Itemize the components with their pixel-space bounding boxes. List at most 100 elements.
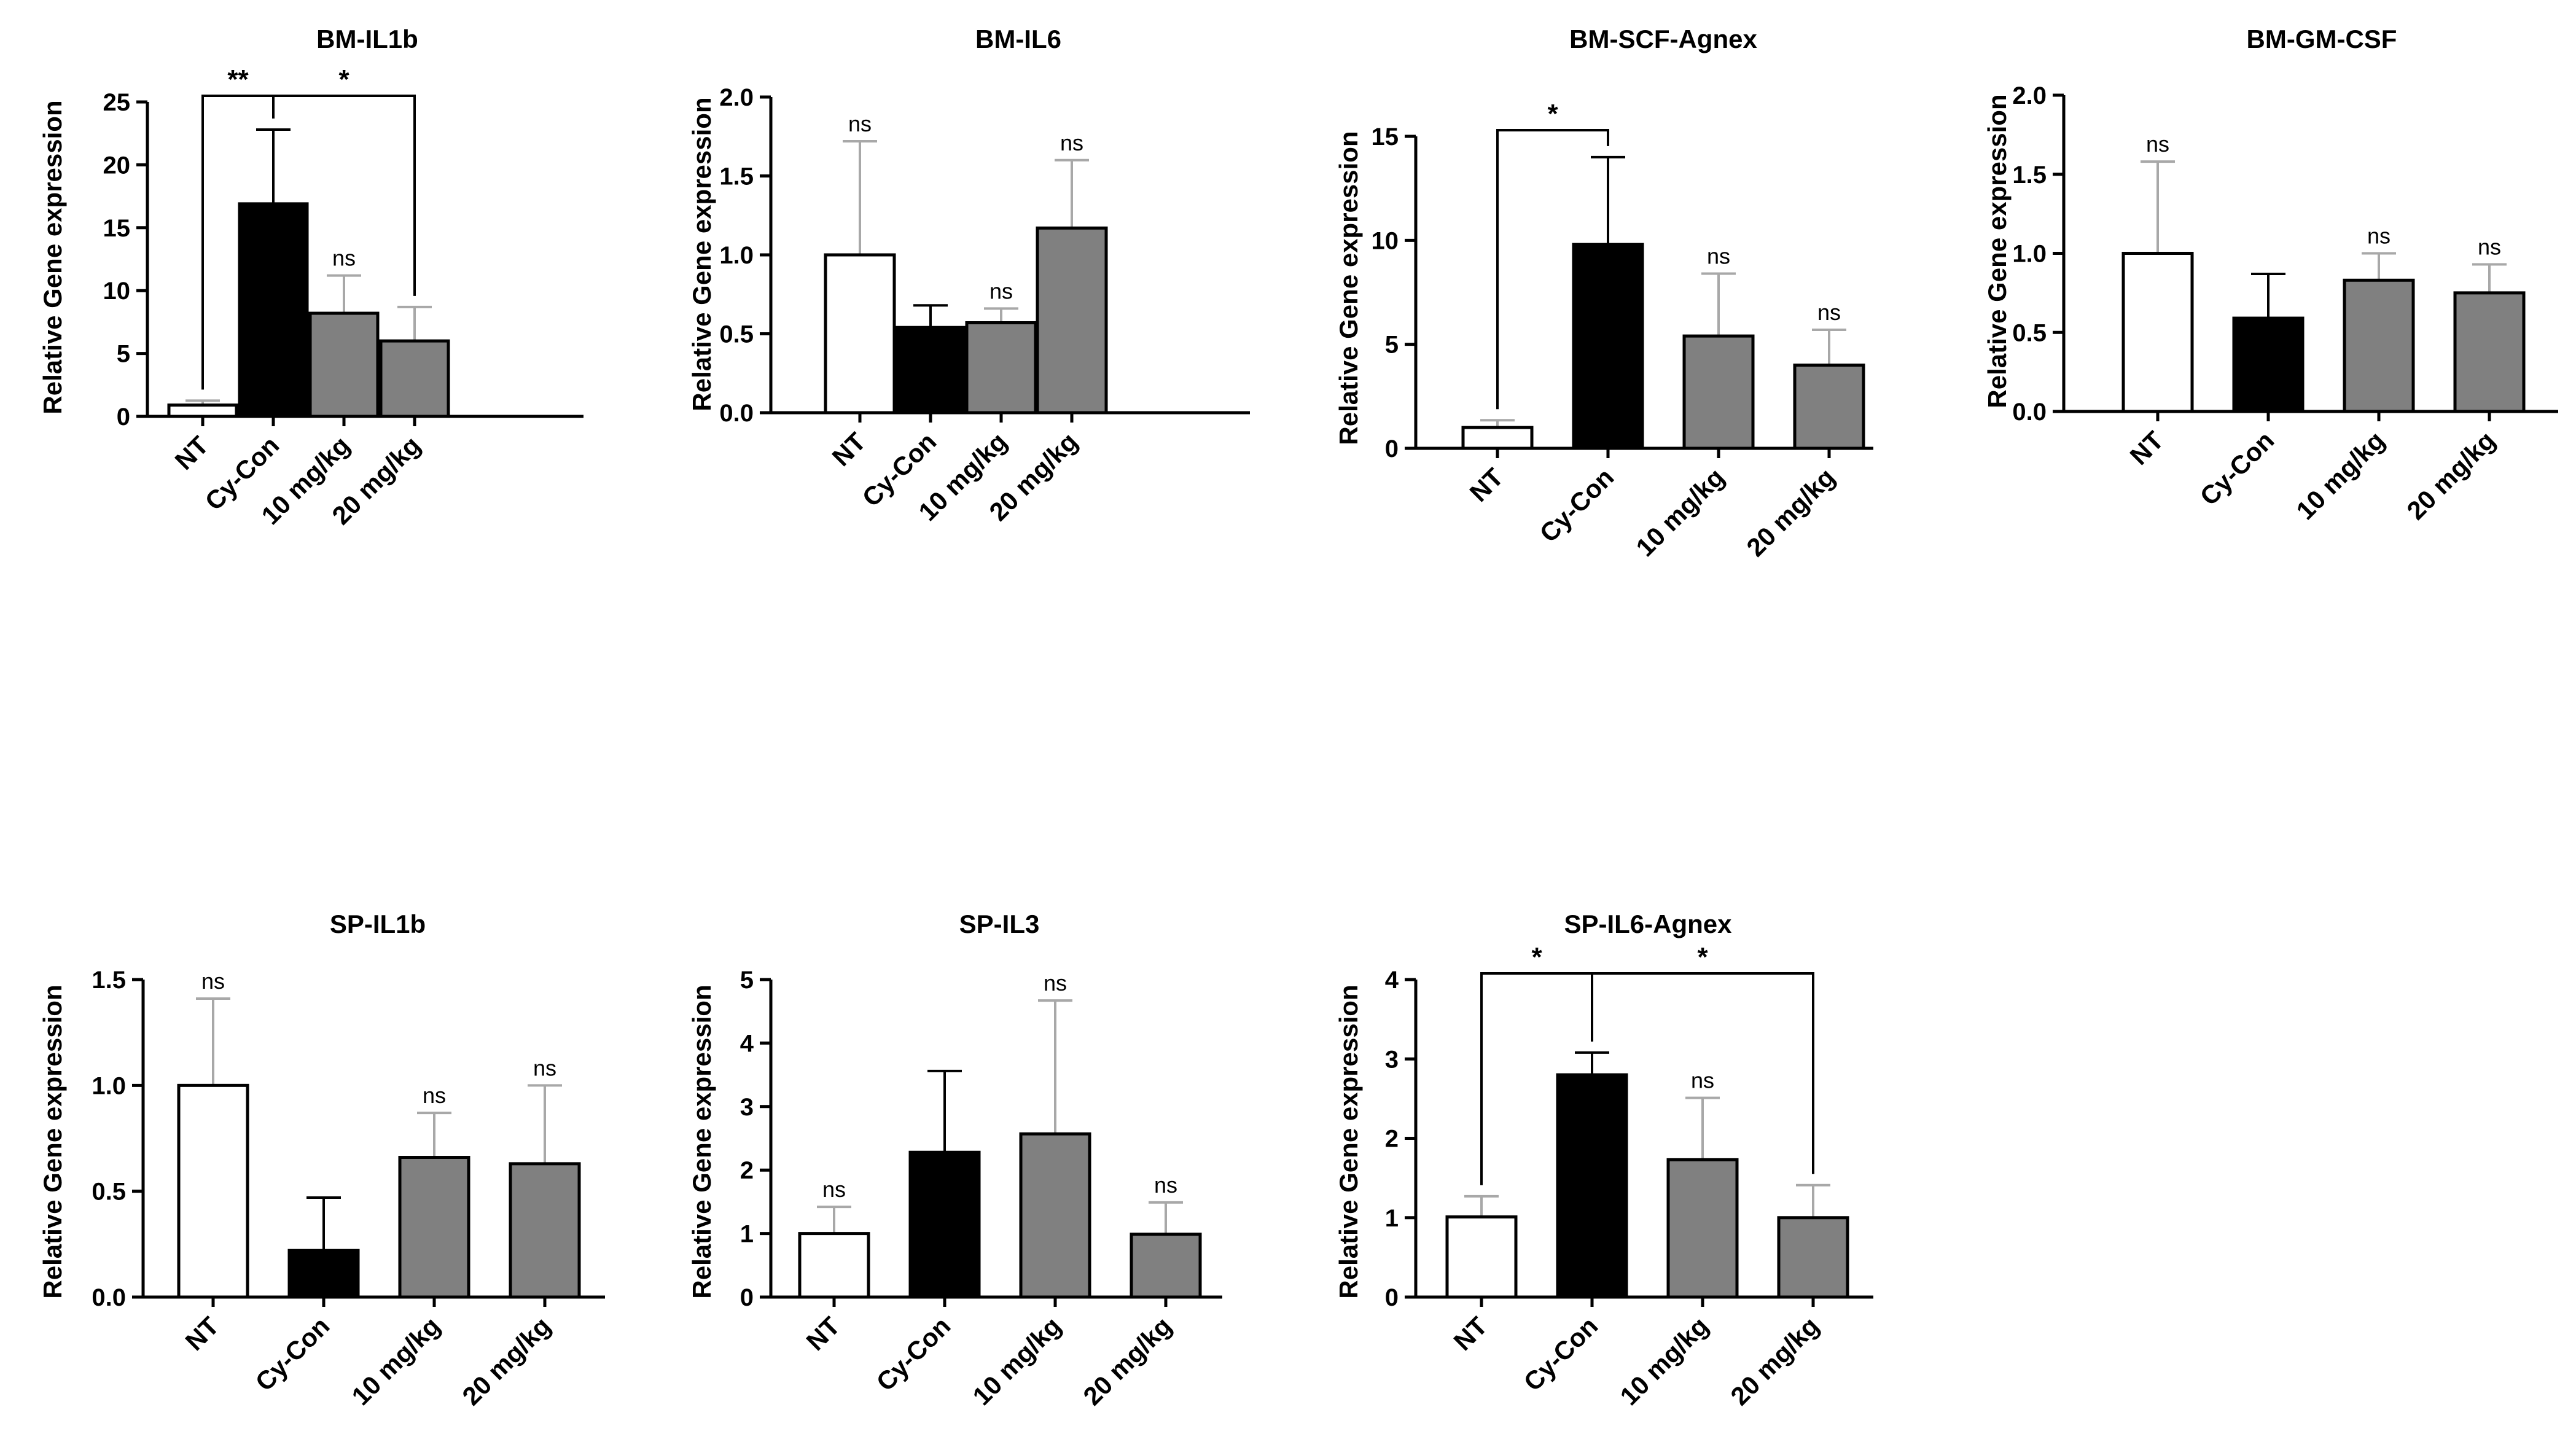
bar	[1445, 1215, 1518, 1299]
significance-star: *	[338, 64, 349, 95]
chart-bm-scf-agnex: BM-SCF-Agnex Relative Gene expression 0 5…	[1334, 25, 1873, 562]
bar	[398, 1156, 470, 1299]
bar	[177, 1083, 249, 1299]
significance-label: ns	[1154, 1172, 1177, 1198]
bar	[1666, 1158, 1739, 1299]
significance-label: ns	[2367, 224, 2391, 249]
y-tick-label: 1	[740, 1221, 754, 1248]
bar	[1793, 364, 1865, 450]
bar	[1777, 1216, 1849, 1299]
y-tick-label: 4	[740, 1030, 754, 1057]
bar	[2453, 291, 2526, 413]
significance-label: ns	[1691, 1068, 1714, 1093]
significance-label: ns	[1817, 300, 1841, 325]
bar	[908, 1150, 981, 1299]
significance-label: ns	[1060, 130, 1083, 155]
x-tick-label: Cy-Con	[2195, 426, 2280, 511]
significance-bracket	[1496, 129, 1609, 410]
y-tick-label: 0.5	[92, 1179, 126, 1206]
chart-title: SP-IL6-Agnex	[1564, 910, 1732, 938]
bar	[2121, 252, 2194, 413]
significance-star: *	[1697, 942, 1708, 972]
bar	[509, 1162, 581, 1299]
significance-label: ns	[2146, 131, 2169, 157]
x-tick-label: NT	[2125, 426, 2169, 470]
x-tick-label: 10 mg/kg	[967, 1311, 1066, 1411]
bar	[379, 339, 450, 418]
y-tick-label: 3	[740, 1094, 754, 1121]
y-axis-label: Relative Gene expression	[38, 984, 67, 1298]
y-tick-label: 0.0	[92, 1284, 126, 1311]
y-tick-label: 2	[1385, 1126, 1399, 1153]
y-tick-label: 0	[740, 1284, 754, 1311]
chart-title: SP-IL1b	[330, 910, 426, 938]
bar	[1556, 1073, 1628, 1299]
y-tick-label: 1.5	[2012, 162, 2047, 189]
y-tick-label: 15	[103, 215, 131, 242]
x-tick-label: 20 mg/kg	[1741, 462, 1840, 562]
bar	[1130, 1233, 1202, 1299]
bar	[798, 1232, 870, 1299]
y-tick-label: 0.0	[2012, 399, 2047, 426]
y-tick-label: 5	[117, 341, 130, 368]
x-tick-label: Cy-Con	[250, 1311, 335, 1397]
y-tick-label: 5	[740, 967, 754, 994]
y-axis-label: Relative Gene expression	[1983, 94, 2012, 408]
chart-title: BM-GM-CSF	[2247, 25, 2397, 53]
y-tick-label: 5	[1385, 332, 1399, 359]
y-axis-label: Relative Gene expression	[1334, 131, 1363, 445]
significance-label: ns	[848, 111, 872, 136]
bar	[2343, 278, 2415, 413]
y-tick-label: 0.5	[2012, 319, 2047, 346]
bar	[1682, 334, 1755, 450]
x-tick-label: 20 mg/kg	[456, 1311, 556, 1411]
x-tick-label: NT	[827, 427, 872, 472]
chart-sp-il1b: SP-IL1b Relative Gene expression 0.0 0.5 1…	[38, 910, 605, 1411]
x-tick-label: 20 mg/kg	[1077, 1311, 1177, 1411]
bar	[308, 311, 380, 418]
bar	[2232, 316, 2305, 413]
bar	[167, 403, 238, 418]
y-tick-label: 0.0	[719, 400, 754, 427]
x-tick-label: 10 mg/kg	[1630, 462, 1730, 562]
y-tick-label: 1.0	[719, 242, 754, 269]
y-axis-label: Relative Gene expression	[1334, 984, 1363, 1298]
significance-label: ns	[822, 1177, 846, 1202]
y-tick-label: 4	[1385, 967, 1399, 994]
y-tick-label: 1.0	[92, 1072, 126, 1099]
x-tick-label: NT	[1464, 462, 1509, 507]
chart-title: BM-IL1b	[316, 25, 418, 53]
chart-bm-il6: BM-IL6 Relative Gene expression 0.0 0.5 1.…	[687, 25, 1250, 526]
chart-title: BM-IL6	[975, 25, 1061, 53]
bar	[965, 321, 1037, 415]
significance-label: ns	[332, 246, 356, 271]
bar	[894, 325, 967, 415]
y-tick-label: 0	[117, 403, 130, 431]
x-tick-label: NT	[801, 1311, 846, 1356]
significance-label: ns	[201, 969, 225, 994]
y-axis-label: Relative Gene expression	[38, 100, 67, 414]
chart-title: BM-SCF-Agnex	[1569, 25, 1757, 53]
significance-bracket	[1591, 972, 1814, 1174]
x-tick-label: 10 mg/kg	[346, 1311, 445, 1411]
significance-star: *	[1531, 942, 1542, 972]
x-tick-label: NT	[1448, 1311, 1493, 1356]
y-tick-label: 0	[1385, 1284, 1399, 1311]
x-tick-label: 20 mg/kg	[1725, 1311, 1824, 1411]
chart-sp-il3: SP-IL3 Relative Gene expression 0 1 2 3 4 5 NT…	[687, 910, 1222, 1411]
chart-bm-il1b: BM-IL1b Relative Gene expression 0 5 10 15 2…	[38, 25, 584, 530]
x-tick-label: NT	[180, 1311, 225, 1356]
bar	[238, 202, 309, 418]
y-tick-label: 2.0	[719, 84, 754, 111]
y-tick-label: 1.0	[2012, 241, 2047, 268]
x-tick-label: 10 mg/kg	[1614, 1311, 1714, 1411]
chart-title: SP-IL3	[959, 910, 1040, 938]
y-tick-label: 10	[1372, 227, 1399, 254]
y-tick-label: 2	[740, 1157, 754, 1184]
x-tick-label: Cy-Con	[871, 1311, 956, 1397]
y-tick-label: 1.5	[92, 967, 126, 994]
chart-bm-gm-csf: BM-GM-CSF Relative Gene expression 0.0 0.…	[1983, 25, 2558, 525]
x-tick-label: 20 mg/kg	[2401, 426, 2500, 525]
x-tick-label: Cy-Con	[1518, 1311, 1604, 1397]
